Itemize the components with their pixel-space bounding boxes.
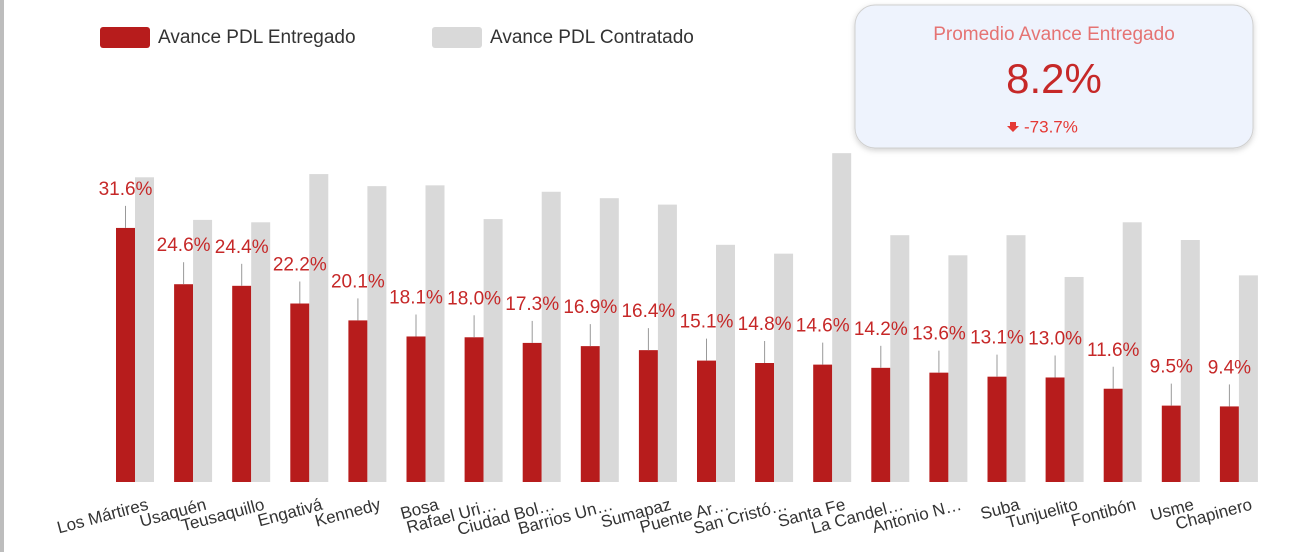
bar bbox=[425, 185, 445, 482]
bar bbox=[174, 284, 194, 482]
bar bbox=[522, 342, 542, 482]
data-label: 13.0% bbox=[1028, 328, 1082, 349]
bar bbox=[290, 303, 310, 482]
bar bbox=[697, 360, 716, 482]
bar bbox=[657, 204, 677, 482]
bar bbox=[1006, 235, 1026, 482]
bar bbox=[483, 219, 503, 483]
bar bbox=[193, 219, 213, 482]
x-tick-label: Kennedy bbox=[313, 495, 383, 531]
data-label: 17.3% bbox=[505, 294, 559, 315]
bar bbox=[871, 367, 891, 482]
bar bbox=[929, 372, 949, 482]
bar bbox=[232, 285, 252, 482]
bar bbox=[948, 255, 968, 482]
bar bbox=[541, 191, 561, 483]
data-label: 13.6% bbox=[912, 324, 966, 345]
bar bbox=[1122, 222, 1142, 483]
bar bbox=[116, 227, 135, 482]
data-label: 14.8% bbox=[738, 314, 792, 335]
data-label: 15.1% bbox=[680, 312, 734, 333]
bar bbox=[774, 253, 794, 482]
bar bbox=[1238, 275, 1258, 482]
bar bbox=[1103, 388, 1123, 482]
bar bbox=[1180, 239, 1200, 482]
down-arrow bbox=[1007, 122, 1019, 132]
bar bbox=[599, 198, 619, 483]
data-label: 31.6% bbox=[99, 179, 153, 200]
bar bbox=[813, 364, 833, 482]
bar bbox=[135, 177, 154, 482]
data-label: 22.2% bbox=[273, 255, 327, 276]
scorecard-delta: -73.7% bbox=[1024, 117, 1078, 136]
legend-label: Avance PDL Entregado bbox=[158, 27, 356, 48]
data-label: 16.9% bbox=[563, 297, 617, 318]
data-label: 24.6% bbox=[157, 235, 211, 256]
data-label: 9.4% bbox=[1208, 357, 1251, 378]
bar bbox=[755, 363, 775, 482]
bar bbox=[1064, 276, 1084, 482]
data-label: 14.2% bbox=[854, 319, 908, 340]
scorecard-box bbox=[854, 4, 1254, 149]
bar bbox=[716, 244, 735, 482]
legend-label: Avance PDL Contratado bbox=[490, 27, 694, 48]
data-label: 9.5% bbox=[1150, 357, 1193, 378]
data-label: 20.1% bbox=[331, 271, 385, 292]
bar bbox=[464, 337, 484, 482]
bar bbox=[251, 222, 271, 483]
bar bbox=[987, 376, 1007, 482]
bar bbox=[832, 153, 852, 482]
scorecard: Promedio Avance Entregado 8.2% -73.7% bbox=[854, 4, 1254, 149]
scorecard-title: Promedio Avance Entregado bbox=[933, 24, 1175, 45]
data-label: 11.6% bbox=[1087, 340, 1140, 361]
data-label: 24.4% bbox=[215, 237, 269, 258]
left-border bbox=[0, 0, 4, 552]
x-tick-label: Fontibón bbox=[1069, 495, 1138, 530]
data-label: 16.4% bbox=[621, 301, 675, 322]
data-label: 13.1% bbox=[970, 328, 1024, 349]
legend-swatch bbox=[100, 27, 150, 48]
bar bbox=[309, 174, 329, 482]
data-label: 14.6% bbox=[796, 316, 850, 337]
data-label: 18.0% bbox=[447, 288, 501, 309]
bar bbox=[638, 350, 658, 482]
bar bbox=[1045, 377, 1065, 482]
scorecard-value: 8.2% bbox=[1006, 55, 1102, 102]
legend-swatch bbox=[432, 27, 482, 48]
data-label: 18.1% bbox=[389, 287, 443, 308]
legend: Avance PDL Entregado Avance PDL Contratad… bbox=[100, 27, 694, 48]
bar bbox=[367, 186, 387, 483]
bar bbox=[580, 346, 600, 482]
bar bbox=[348, 320, 368, 482]
plot: 31.6%Los Mártires24.6%Usaquén24.4%Teusaq… bbox=[55, 153, 1258, 539]
bar bbox=[1161, 405, 1181, 482]
bar bbox=[1219, 406, 1239, 482]
x-tick-label: Los Mártires bbox=[55, 495, 150, 538]
bar bbox=[890, 235, 910, 482]
bar bbox=[406, 336, 426, 482]
